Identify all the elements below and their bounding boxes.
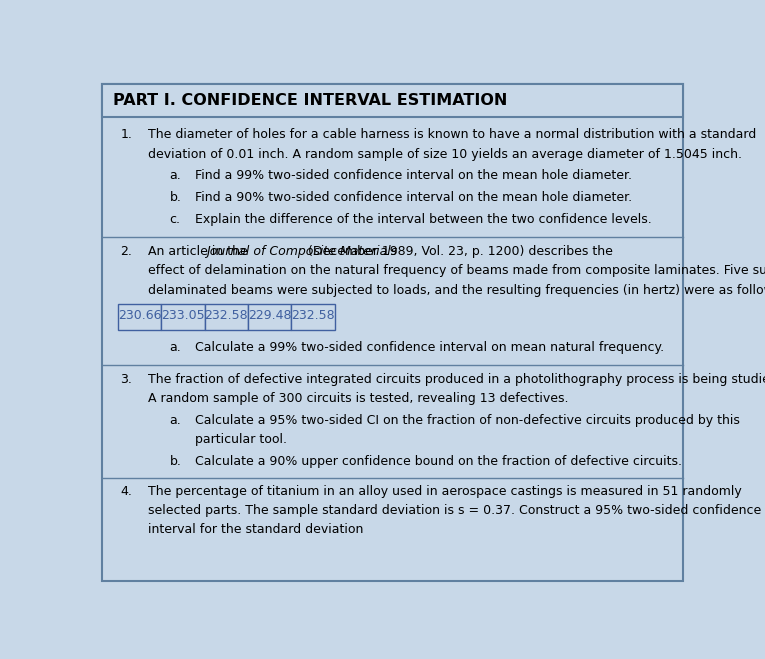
Text: delaminated beams were subjected to loads, and the resulting frequencies (in her: delaminated beams were subjected to load…: [148, 283, 765, 297]
Text: (December 1989, Vol. 23, p. 1200) describes the: (December 1989, Vol. 23, p. 1200) descri…: [304, 245, 613, 258]
Text: The fraction of defective integrated circuits produced in a photolithography pro: The fraction of defective integrated cir…: [148, 373, 765, 386]
Text: c.: c.: [170, 213, 181, 226]
FancyBboxPatch shape: [161, 304, 205, 330]
Text: deviation of 0.01 inch. A random sample of size 10 yields an average diameter of: deviation of 0.01 inch. A random sample …: [148, 148, 742, 161]
Text: Calculate a 95% two-sided CI on the fraction of non-defective circuits produced : Calculate a 95% two-sided CI on the frac…: [195, 414, 740, 427]
Text: Explain the difference of the interval between the two confidence levels.: Explain the difference of the interval b…: [195, 213, 652, 226]
Text: a.: a.: [170, 414, 181, 427]
Text: 232.58: 232.58: [291, 309, 335, 322]
Text: b.: b.: [170, 191, 181, 204]
Text: interval for the standard deviation: interval for the standard deviation: [148, 523, 363, 536]
Text: 229.48: 229.48: [248, 309, 291, 322]
FancyBboxPatch shape: [118, 304, 161, 330]
Text: selected parts. The sample standard deviation is s = 0.37. Construct a 95% two-s: selected parts. The sample standard devi…: [148, 503, 761, 517]
Text: 2.: 2.: [121, 245, 132, 258]
Text: PART I. CONFIDENCE INTERVAL ESTIMATION: PART I. CONFIDENCE INTERVAL ESTIMATION: [113, 94, 508, 108]
Text: The diameter of holes for a cable harness is known to have a normal distribution: The diameter of holes for a cable harnes…: [148, 129, 756, 141]
Text: 4.: 4.: [121, 484, 132, 498]
Text: a.: a.: [170, 341, 181, 354]
FancyBboxPatch shape: [248, 304, 291, 330]
FancyBboxPatch shape: [291, 304, 334, 330]
Text: particular tool.: particular tool.: [195, 433, 287, 446]
Text: 1.: 1.: [121, 129, 132, 141]
Text: Calculate a 90% upper confidence bound on the fraction of defective circuits.: Calculate a 90% upper confidence bound o…: [195, 455, 682, 468]
Text: effect of delamination on the natural frequency of beams made from composite lam: effect of delamination on the natural fr…: [148, 264, 765, 277]
Text: A random sample of 300 circuits is tested, revealing 13 defectives.: A random sample of 300 circuits is teste…: [148, 392, 568, 405]
Text: The percentage of titanium in an alloy used in aerospace castings is measured in: The percentage of titanium in an alloy u…: [148, 484, 741, 498]
Text: a.: a.: [170, 169, 181, 183]
FancyBboxPatch shape: [102, 84, 682, 117]
Text: 230.66: 230.66: [118, 309, 161, 322]
Text: b.: b.: [170, 455, 181, 468]
Text: 232.58: 232.58: [204, 309, 248, 322]
Text: Find a 90% two-sided confidence interval on the mean hole diameter.: Find a 90% two-sided confidence interval…: [195, 191, 633, 204]
Text: 3.: 3.: [121, 373, 132, 386]
Text: Find a 99% two-sided confidence interval on the mean hole diameter.: Find a 99% two-sided confidence interval…: [195, 169, 632, 183]
Text: Calculate a 99% two-sided confidence interval on mean natural frequency.: Calculate a 99% two-sided confidence int…: [195, 341, 664, 354]
Text: 233.05: 233.05: [161, 309, 205, 322]
FancyBboxPatch shape: [205, 304, 248, 330]
Text: Journal of Composite Materials: Journal of Composite Materials: [207, 245, 398, 258]
Text: An article in the: An article in the: [148, 245, 252, 258]
FancyBboxPatch shape: [102, 84, 682, 581]
